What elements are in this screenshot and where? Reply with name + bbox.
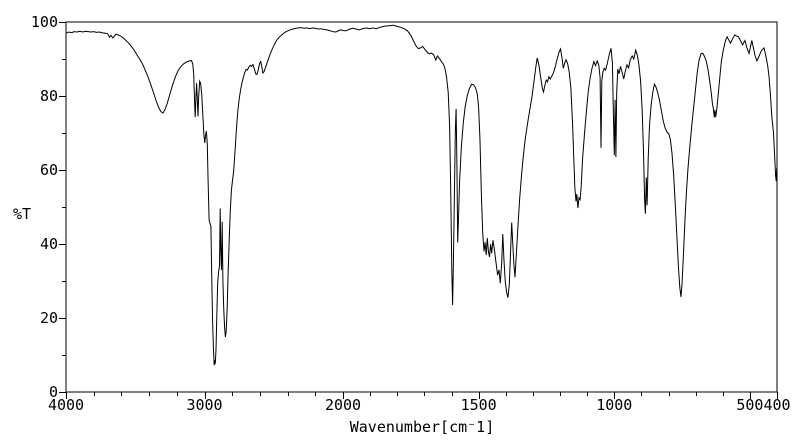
x-axis-tick-label: 3000 [186, 396, 222, 414]
x-axis-title: Wavenumber[cm⁻1] [350, 418, 495, 436]
y-axis-tick-label: 80 [40, 87, 58, 105]
y-axis-tick-label: 60 [40, 161, 58, 179]
x-axis-tick-label: 2000 [325, 396, 361, 414]
y-axis-title: %T [13, 205, 31, 223]
axis-ticks [59, 22, 778, 399]
y-axis-tick-label: 40 [40, 235, 58, 253]
y-axis-tick-label: 0 [49, 383, 58, 401]
spectrum-curve [65, 24, 778, 366]
x-axis-tick-label: 500 [736, 396, 763, 414]
y-axis-tick-label: 20 [40, 309, 58, 327]
x-axis-tick-label: 4000 [48, 396, 84, 414]
x-axis-tick-label: 1000 [596, 396, 632, 414]
y-axis-tick-label: 100 [31, 13, 58, 31]
x-axis-tick-label: 400 [763, 396, 790, 414]
plot-border [65, 21, 778, 393]
x-axis-tick-label: 1500 [461, 396, 497, 414]
